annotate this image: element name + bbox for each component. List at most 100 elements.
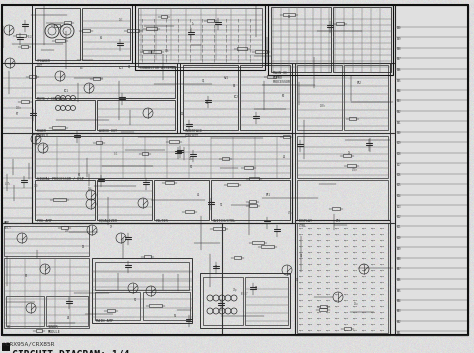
Text: SPEAKER
OUT: SPEAKER OUT: [37, 59, 51, 68]
Text: |: |: [225, 59, 228, 63]
Text: ─┬─: ─┬─: [344, 306, 348, 307]
Text: ─┬─: ─┬─: [299, 282, 303, 283]
Text: ─┬─: ─┬─: [380, 276, 384, 277]
Text: ─┬─: ─┬─: [335, 228, 339, 229]
Text: T1: T1: [220, 203, 223, 207]
Text: ─┬─: ─┬─: [362, 246, 366, 247]
Text: |: |: [213, 24, 216, 28]
Text: |: |: [165, 54, 167, 58]
Text: ─┬─: ─┬─: [317, 252, 321, 253]
Text: |: |: [189, 34, 191, 38]
Text: B21: B21: [397, 120, 401, 125]
Text: ─┬─: ─┬─: [326, 312, 330, 313]
Text: POWER
SUPPLY: POWER SUPPLY: [37, 129, 49, 138]
Text: ─┬─: ─┬─: [344, 294, 348, 295]
Text: TR2: TR2: [357, 81, 362, 85]
Bar: [249, 200, 256, 203]
Text: ─┬─: ─┬─: [371, 282, 375, 283]
Bar: [261, 245, 274, 248]
Bar: [53, 198, 66, 201]
Bar: [135, 5, 265, 70]
Text: MAIN AMP: MAIN AMP: [96, 319, 113, 323]
Text: R3: R3: [25, 274, 28, 278]
Text: ─┬─: ─┬─: [371, 330, 375, 331]
Text: |: |: [153, 59, 155, 63]
Text: ─┬─: ─┬─: [299, 258, 303, 259]
Text: B29: B29: [397, 36, 401, 41]
Text: ─┬─: ─┬─: [308, 240, 312, 241]
Text: 47u: 47u: [288, 211, 292, 215]
Text: ─┬─: ─┬─: [362, 324, 366, 325]
Bar: [240, 65, 290, 130]
Bar: [349, 117, 356, 120]
Text: ─┬─: ─┬─: [326, 276, 330, 277]
Text: C3: C3: [300, 254, 303, 258]
Text: |: |: [249, 54, 252, 58]
Text: ─┬─: ─┬─: [335, 270, 339, 271]
Text: ─┬─: ─┬─: [362, 300, 366, 301]
Text: B13: B13: [397, 204, 401, 209]
Text: |: |: [213, 44, 216, 48]
Text: |: |: [201, 44, 203, 48]
Text: ─┬─: ─┬─: [335, 240, 339, 241]
Bar: [267, 75, 276, 78]
Text: ─┬─: ─┬─: [299, 252, 303, 253]
Text: ─┬─: ─┬─: [353, 246, 357, 247]
Text: |: |: [249, 39, 252, 43]
Text: ─┬─: ─┬─: [344, 330, 348, 331]
Text: |: |: [213, 49, 216, 53]
Text: |: |: [177, 49, 180, 53]
Text: ─┬─: ─┬─: [353, 228, 357, 229]
Text: ─┬─: ─┬─: [299, 306, 303, 307]
Text: ─┬─: ─┬─: [371, 252, 375, 253]
Bar: [320, 305, 327, 308]
Text: |: |: [189, 54, 191, 58]
Text: ─┬─: ─┬─: [353, 252, 357, 253]
Text: |: |: [225, 24, 228, 28]
Text: ─┬─: ─┬─: [299, 324, 303, 325]
Text: ─┬─: ─┬─: [344, 240, 348, 241]
Text: ─┬─: ─┬─: [308, 276, 312, 277]
Bar: [35, 100, 95, 130]
Text: ─┬─: ─┬─: [362, 306, 366, 307]
Bar: [244, 166, 253, 169]
Text: ─┬─: ─┬─: [335, 258, 339, 259]
Text: ─┬─: ─┬─: [335, 246, 339, 247]
Text: ─┬─: ─┬─: [371, 240, 375, 241]
Bar: [245, 277, 288, 325]
Text: B08: B08: [397, 257, 401, 261]
Text: |: |: [165, 19, 167, 23]
Text: ─┬─: ─┬─: [371, 246, 375, 247]
Text: |: |: [237, 59, 239, 63]
Text: ─┬─: ─┬─: [362, 288, 366, 289]
Text: MUTE / CONTROL: MUTE / CONTROL: [37, 97, 65, 101]
Text: |: |: [153, 44, 155, 48]
Bar: [97, 180, 152, 220]
Bar: [92, 258, 192, 323]
Text: |: |: [249, 49, 252, 53]
Bar: [46, 296, 88, 326]
Text: 1k: 1k: [192, 22, 195, 26]
Bar: [283, 135, 290, 138]
Text: |: |: [225, 39, 228, 43]
Text: ─┬─: ─┬─: [326, 258, 330, 259]
Text: VR1: VR1: [336, 219, 341, 223]
Text: |: |: [201, 29, 203, 33]
Text: |: |: [201, 49, 203, 53]
Bar: [143, 292, 190, 320]
Text: B23: B23: [397, 100, 401, 103]
Text: |: |: [249, 19, 252, 23]
Text: R5: R5: [78, 173, 81, 177]
Text: B17: B17: [397, 162, 401, 167]
Text: ─┬─: ─┬─: [371, 258, 375, 259]
Bar: [2, 223, 222, 335]
Text: ─┬─: ─┬─: [335, 312, 339, 313]
Text: |: |: [165, 24, 167, 28]
Text: R2: R2: [190, 165, 193, 169]
Bar: [21, 45, 28, 48]
Text: 10k: 10k: [65, 229, 70, 233]
Text: ─┬─: ─┬─: [380, 318, 384, 319]
Bar: [21, 100, 29, 103]
Text: 4.7k: 4.7k: [5, 182, 11, 186]
Text: ─┬─: ─┬─: [371, 294, 375, 295]
